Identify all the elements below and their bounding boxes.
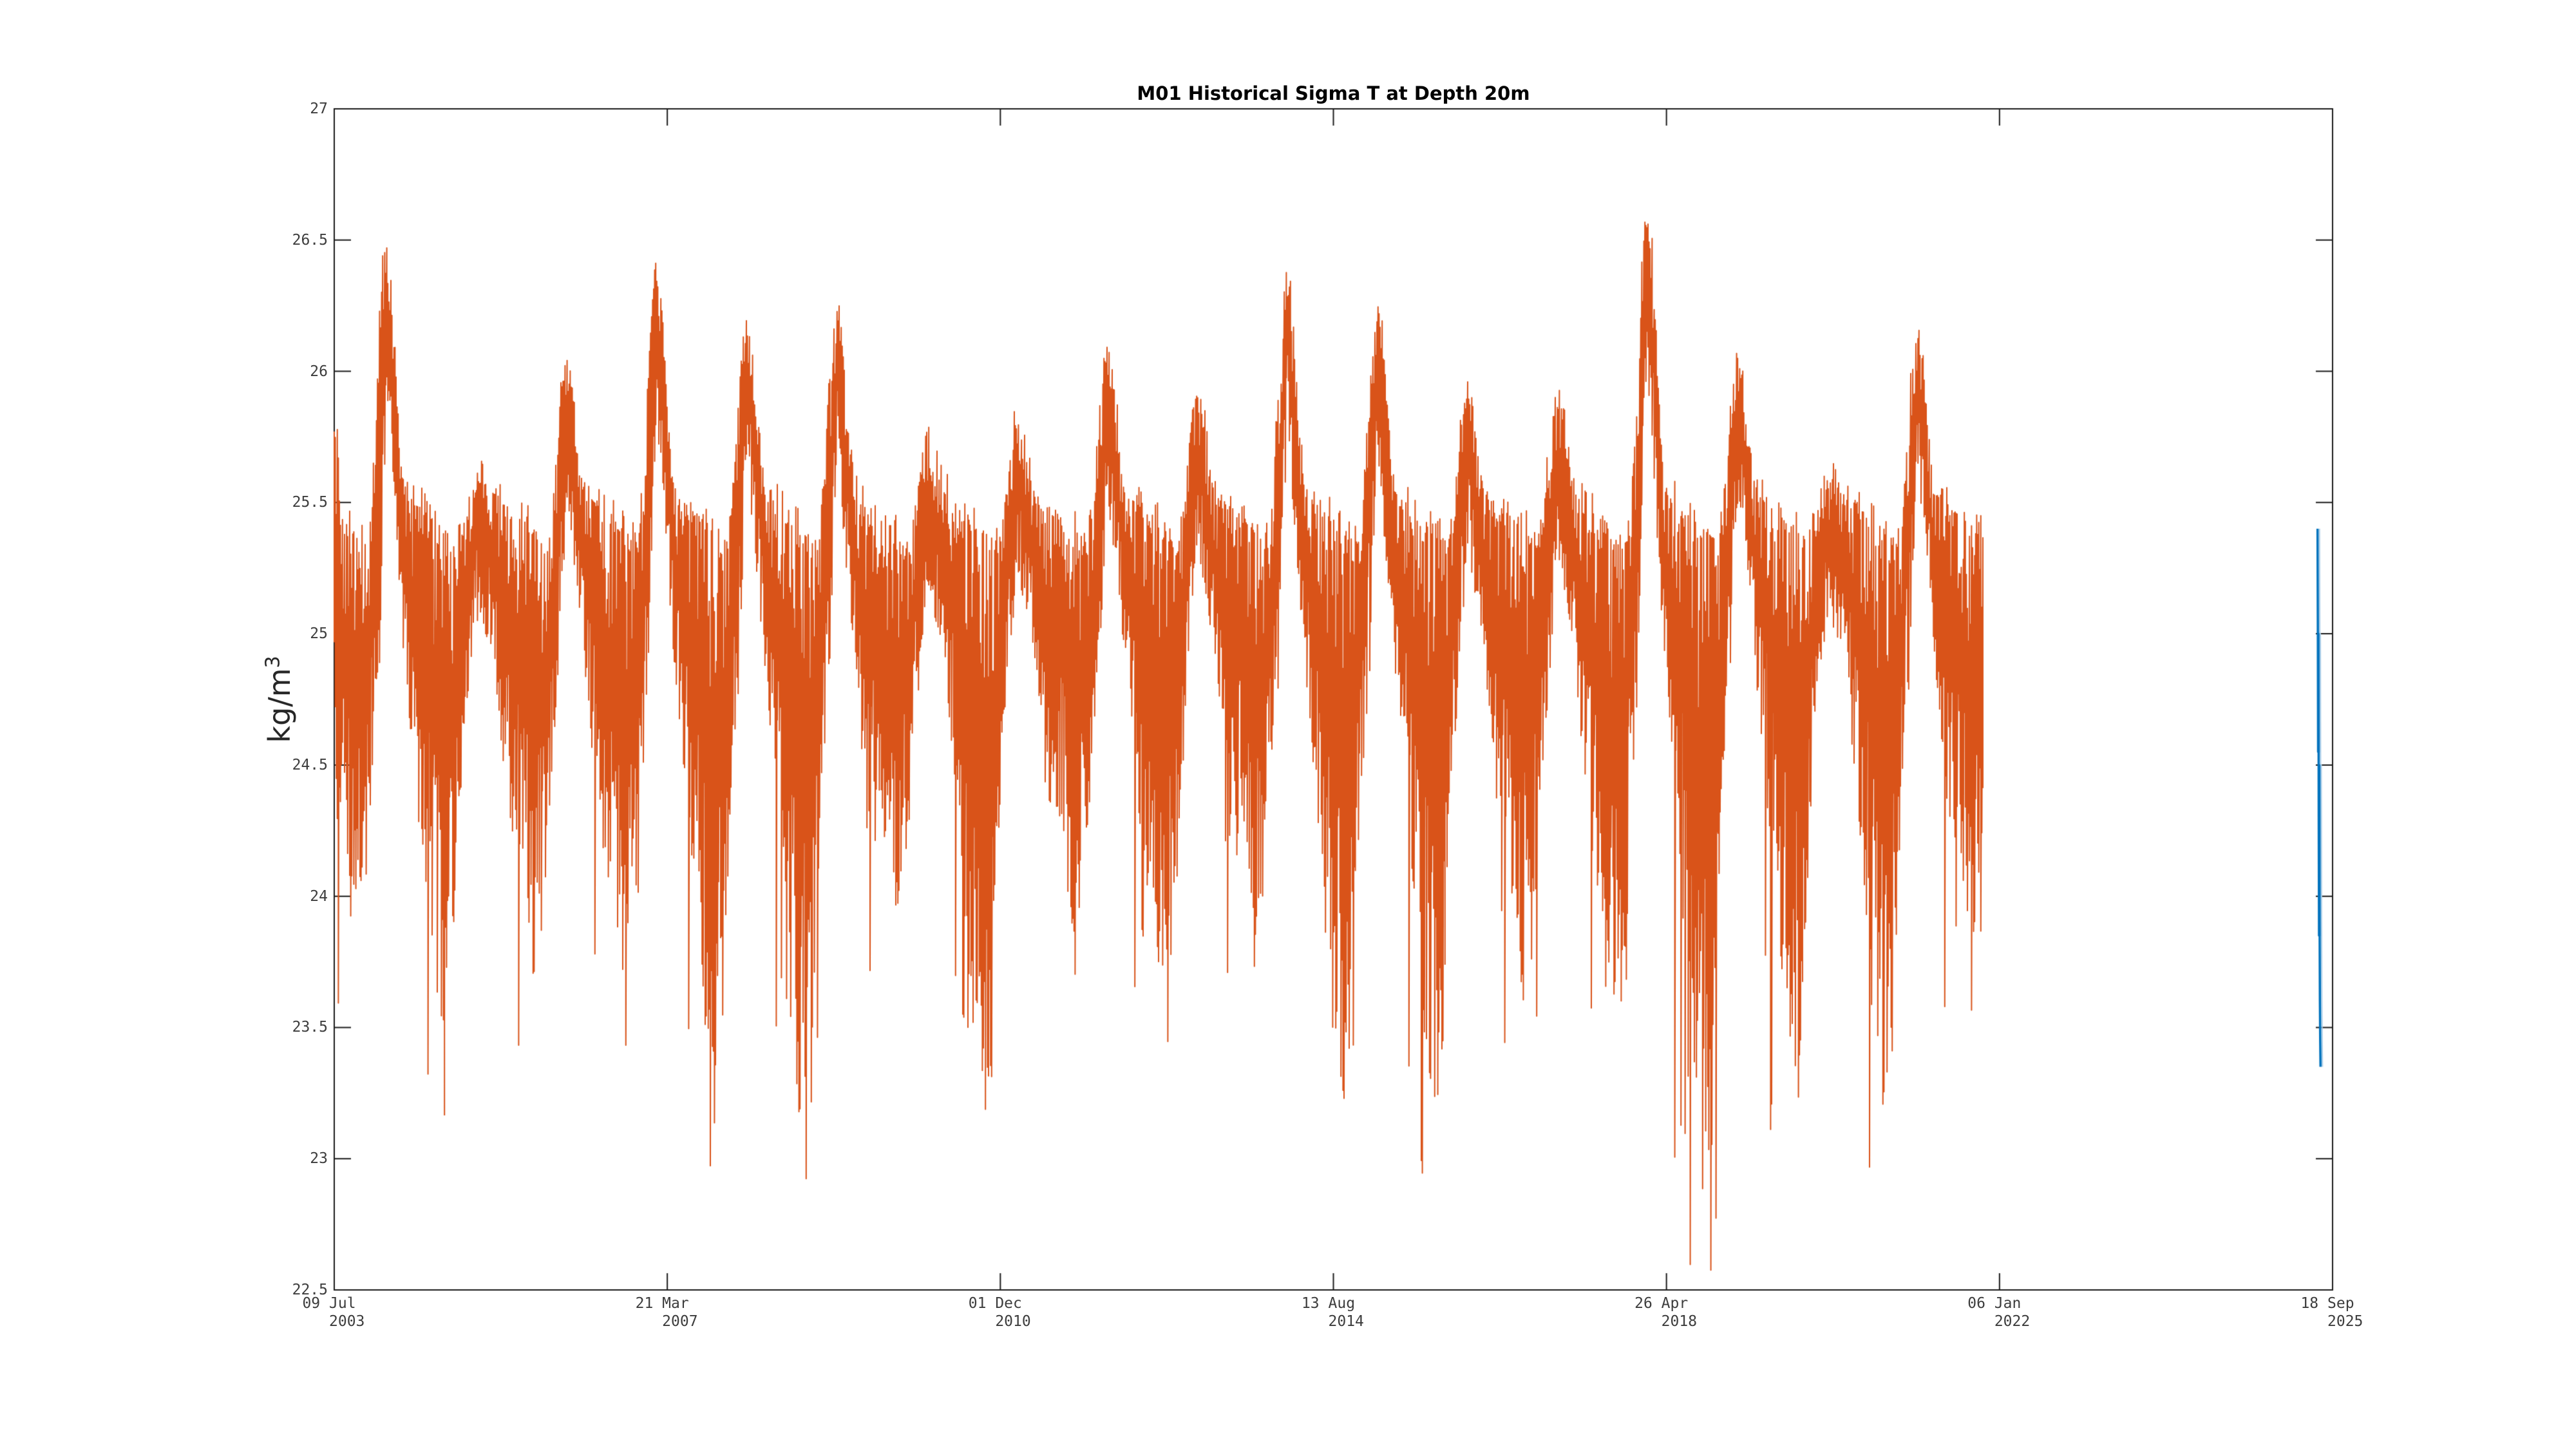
y-tick-label: 25.5: [292, 494, 328, 511]
y-axis-label-sup: 3: [261, 656, 285, 668]
x-tick-label-year: 2007: [662, 1313, 698, 1330]
x-tick-label-date: 09 Jul: [302, 1295, 356, 1312]
x-tick-label-year: 2018: [1661, 1313, 1698, 1330]
y-tick-label: 22.5: [292, 1282, 328, 1298]
y-axis-label-base: kg/m: [262, 668, 297, 743]
x-tick-label-year: 2025: [2327, 1313, 2363, 1330]
y-tick-label: 26: [310, 363, 328, 380]
x-tick-label-year: 2003: [329, 1313, 365, 1330]
chart-title: M01 Historical Sigma T at Depth 20m: [1137, 82, 1530, 104]
x-tick-label-date: 26 Apr: [1634, 1295, 1689, 1312]
x-tick-label-year: 2022: [1994, 1313, 2031, 1330]
y-axis-label: kg/m3: [262, 656, 297, 743]
y-tick-label: 23: [310, 1150, 328, 1168]
y-tick-label: 27: [310, 100, 328, 117]
x-tick-label-year: 2010: [995, 1313, 1031, 1330]
y-tick-label: 25: [310, 625, 328, 643]
x-tick-label-date: 06 Jan: [1967, 1295, 2022, 1312]
y-tick-label: 24: [310, 887, 328, 905]
x-tick-label-date: 13 Aug: [1301, 1295, 1356, 1312]
y-tick-label: 24.5: [292, 756, 328, 773]
x-tick-label-date: 01 Dec: [968, 1295, 1022, 1312]
x-tick-label-date: 18 Sep: [2300, 1295, 2354, 1312]
x-tick-label-year: 2014: [1328, 1313, 1364, 1330]
x-tick-label-date: 21 Mar: [635, 1295, 689, 1312]
y-tick-label: 23.5: [292, 1019, 328, 1036]
y-tick-label: 26.5: [292, 231, 328, 249]
